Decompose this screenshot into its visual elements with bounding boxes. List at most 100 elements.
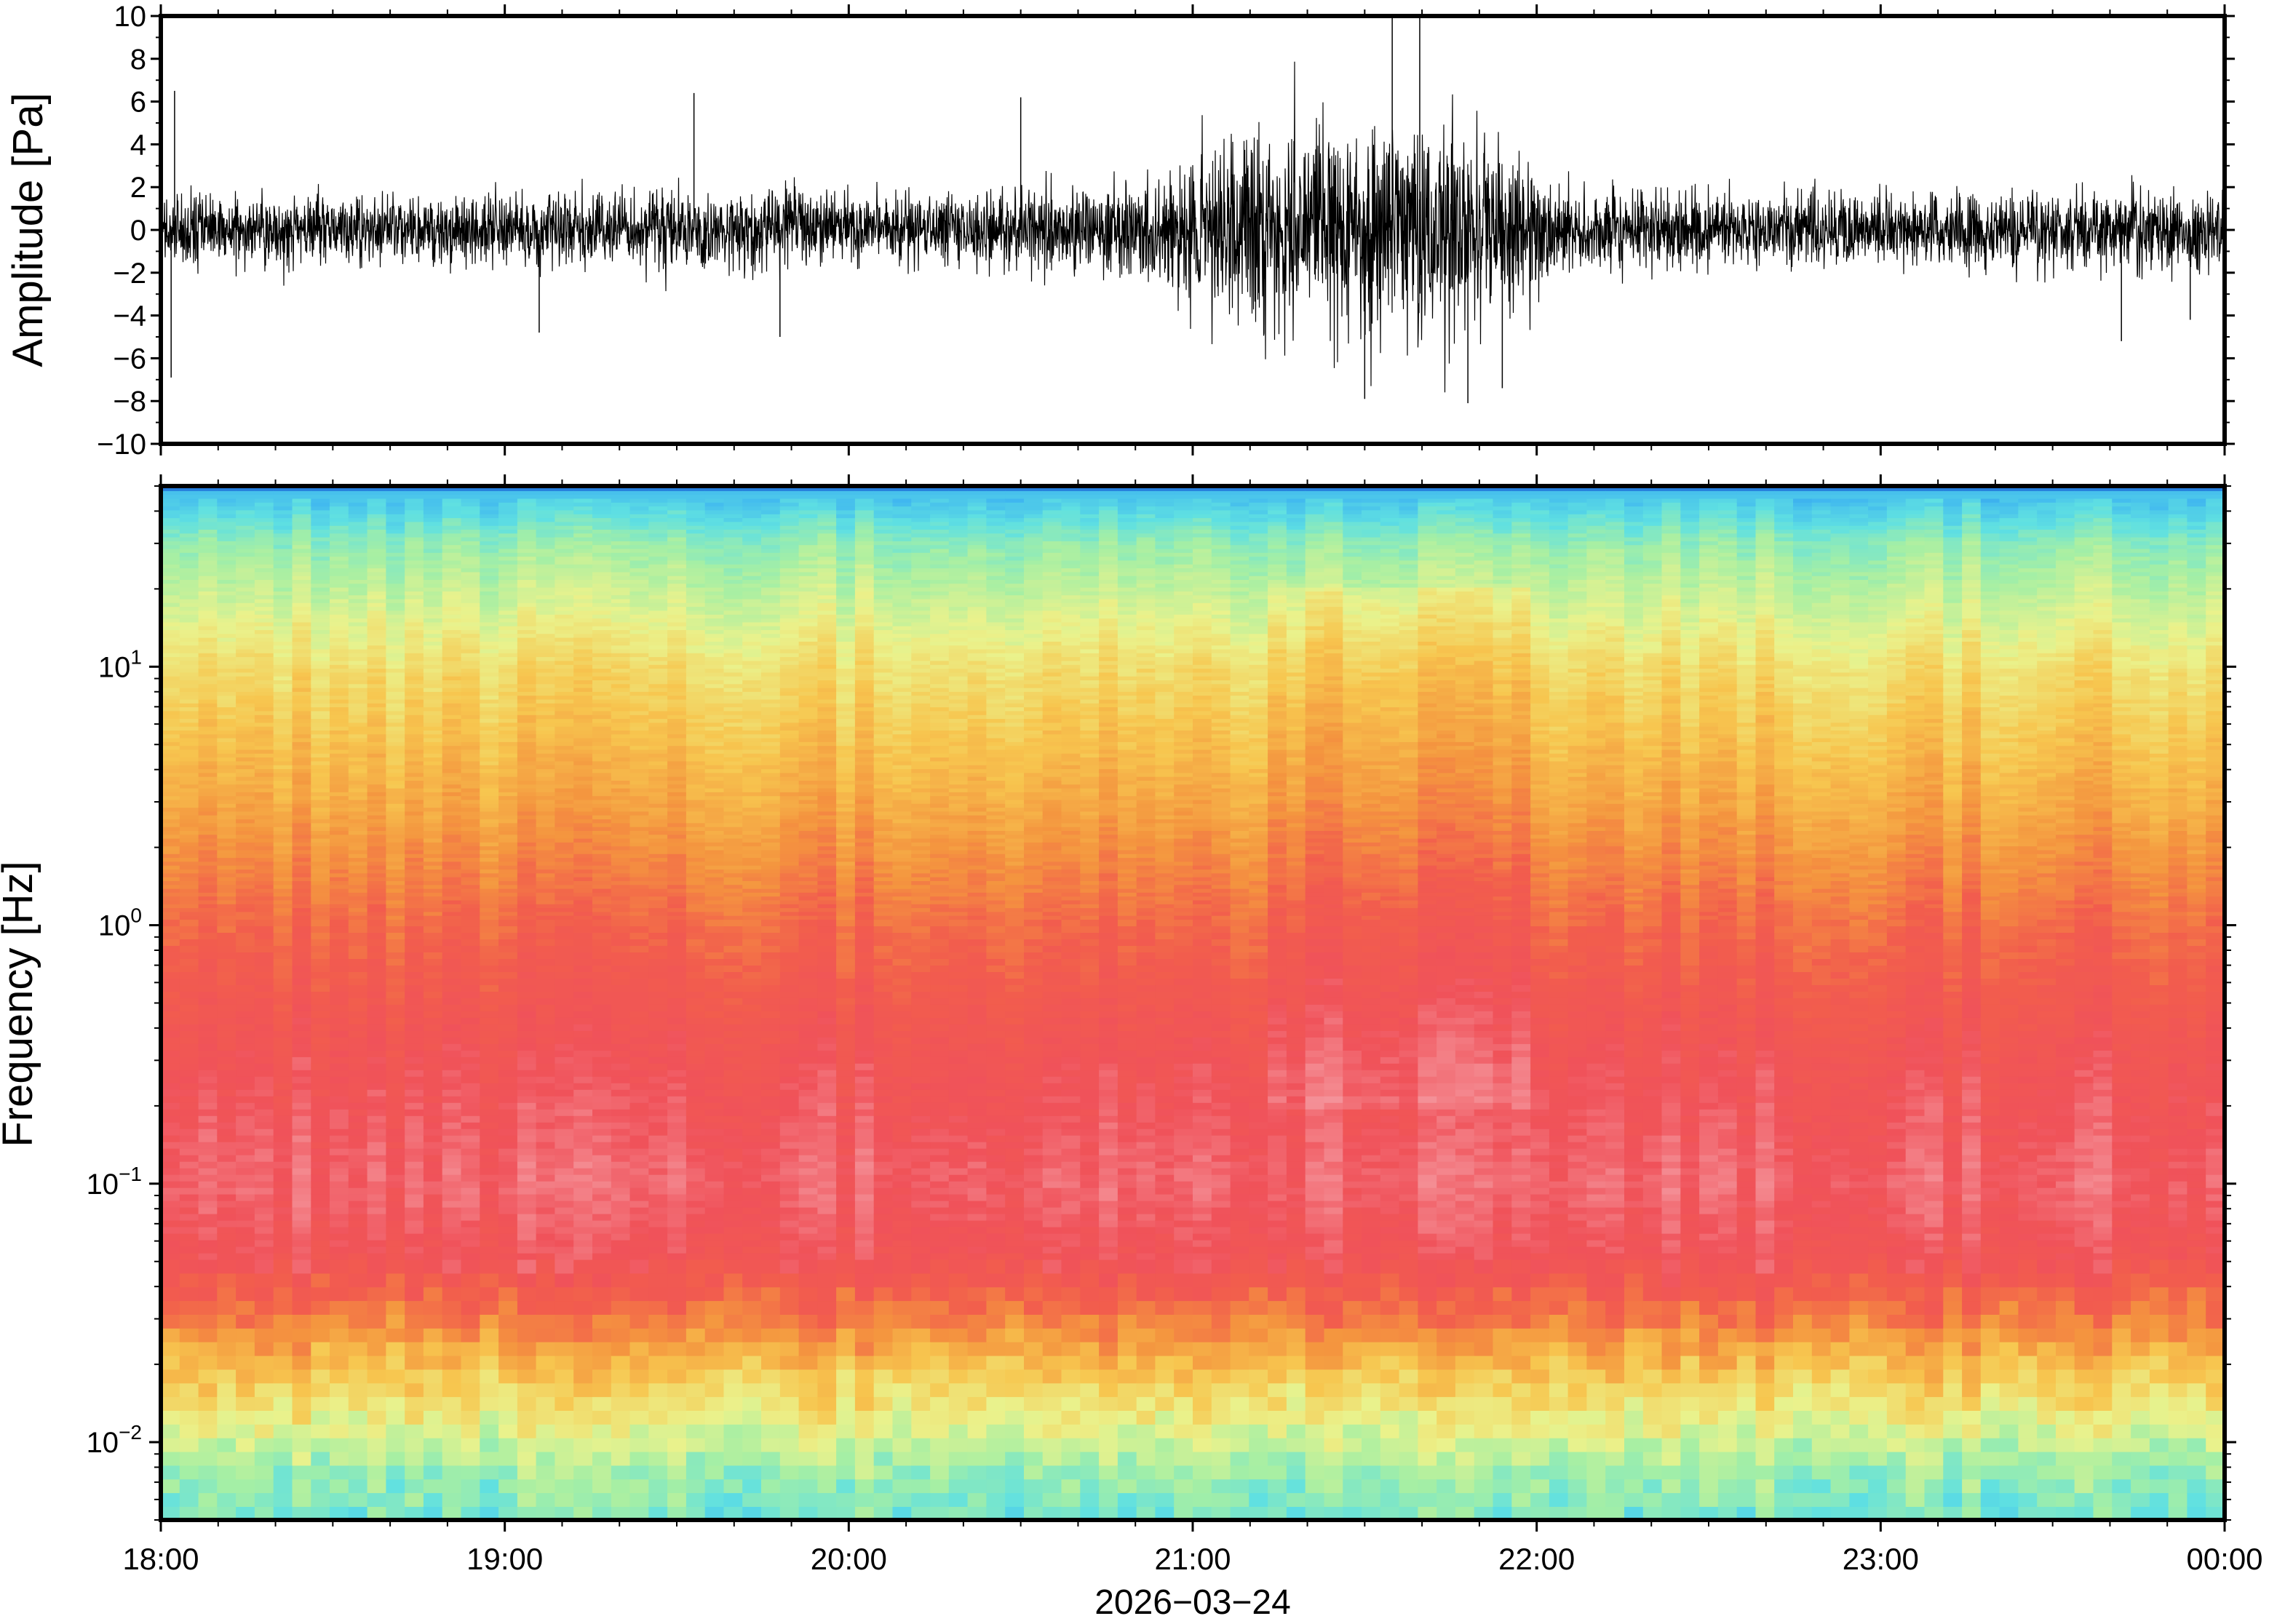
spectrogram-cell <box>555 1286 574 1302</box>
spectrogram-cell <box>498 830 518 835</box>
spectrogram-cell <box>629 1193 650 1201</box>
spectrogram-cell <box>573 583 593 588</box>
spectrogram-cell <box>573 710 593 715</box>
spectrogram-cell <box>461 998 481 1005</box>
spectrogram-cell <box>386 621 405 626</box>
spectrogram-cell <box>592 978 612 985</box>
spectrogram-cell <box>442 880 462 885</box>
spectrogram-cell <box>348 737 368 742</box>
spectrogram-cell <box>592 904 612 909</box>
amplitude-tick-label: −10 <box>97 429 146 461</box>
spectrogram-cell <box>292 1286 312 1302</box>
spectrogram-cell <box>498 660 518 665</box>
spectrogram-cell <box>555 1076 574 1083</box>
spectrogram-cell <box>254 1187 274 1195</box>
spectrogram-cell <box>292 965 312 972</box>
spectrogram-cell <box>573 695 593 700</box>
spectrogram-cell <box>330 768 349 773</box>
spectrogram-cell <box>648 1121 668 1129</box>
spectrogram-cell <box>254 811 274 816</box>
spectrogram-cell <box>254 907 274 912</box>
spectrogram-cell <box>573 586 593 592</box>
spectrogram-cell <box>273 978 293 985</box>
spectrogram-cell <box>536 575 556 580</box>
spectrogram-cell <box>330 780 349 785</box>
spectrogram-cell <box>517 1180 537 1188</box>
spectrogram-cell <box>273 1451 293 1466</box>
spectrogram-cell <box>648 1174 668 1182</box>
spectrogram-cell <box>648 1070 668 1077</box>
spectrogram-cell <box>405 529 424 534</box>
amplitude-tick-label: 2 <box>130 172 146 204</box>
spectrogram-cell <box>161 514 180 519</box>
spectrogram-cell <box>461 1004 481 1011</box>
spectrogram-cell <box>423 1161 443 1169</box>
spectrogram-cell <box>517 660 537 665</box>
spectrogram-cell <box>611 629 631 634</box>
spectrogram-cell <box>498 606 518 611</box>
spectrogram-cell <box>555 932 574 939</box>
spectrogram-cell <box>405 772 424 777</box>
spectrogram-cell <box>292 760 312 765</box>
spectrogram-cell <box>292 710 312 715</box>
spectrogram-cell <box>555 633 574 638</box>
spectrogram-cell <box>236 745 255 750</box>
spectrogram-cell <box>236 919 255 927</box>
spectrogram-cell <box>311 1147 330 1155</box>
spectrogram-cell <box>629 787 650 792</box>
spectrogram-cell <box>198 1213 218 1221</box>
spectrogram-cell <box>179 1167 199 1175</box>
spectrogram-cell <box>461 1154 481 1162</box>
spectrogram-cell <box>536 610 556 615</box>
spectrogram-cell <box>348 664 368 669</box>
spectrogram-cell <box>348 958 368 966</box>
spectrogram-cell <box>498 664 518 669</box>
spectrogram-cell <box>442 822 462 827</box>
spectrogram-cell <box>498 548 518 553</box>
spectrogram-cell <box>480 602 499 608</box>
spectrogram-cell <box>405 757 424 762</box>
spectrogram-cell <box>648 1341 668 1356</box>
spectrogram-cell <box>386 939 405 946</box>
spectrogram-cell <box>273 872 293 877</box>
spectrogram-cell <box>405 1328 424 1342</box>
spectrogram-cell <box>480 1259 499 1274</box>
spectrogram-cell <box>273 965 293 972</box>
spectrogram-cell <box>442 1328 462 1342</box>
spectrogram-cell <box>629 648 650 653</box>
spectrogram-cell <box>348 502 368 507</box>
spectrogram-cell <box>367 1056 387 1064</box>
amplitude-tick-label: 0 <box>130 215 146 247</box>
spectrogram-cell <box>386 845 405 851</box>
spectrogram-cell <box>254 1024 274 1031</box>
spectrogram-cell <box>629 541 650 546</box>
spectrogram-cell <box>179 614 199 619</box>
spectrogram-cell <box>573 872 593 877</box>
spectrogram-cell <box>161 945 180 952</box>
spectrogram-cell <box>367 899 387 904</box>
spectrogram-cell <box>348 541 368 546</box>
spectrogram-cell <box>592 1147 612 1155</box>
spectrogram-cell <box>311 861 330 866</box>
spectrogram-cell <box>611 1037 631 1044</box>
spectrogram-cell <box>161 571 180 576</box>
spectrogram-cell <box>330 568 349 573</box>
spectrogram-cell <box>517 958 537 966</box>
spectrogram-cell <box>498 675 518 680</box>
spectrogram-cell <box>217 984 237 992</box>
spectrogram-cell <box>517 787 537 792</box>
spectrogram-cell <box>517 1341 537 1356</box>
spectrogram-cell <box>311 971 330 979</box>
spectrogram-cell <box>161 780 180 785</box>
spectrogram-cell <box>405 571 424 576</box>
spectrogram-cell <box>386 1314 405 1329</box>
spectrogram-cell <box>254 768 274 773</box>
spectrogram-cell <box>367 772 387 777</box>
spectrogram-cell <box>367 579 387 584</box>
spectrogram-cell <box>498 807 518 812</box>
spectrogram-cell <box>573 1070 593 1077</box>
spectrogram-cell <box>536 1063 556 1070</box>
spectrogram-cell <box>254 645 274 650</box>
spectrogram-cell <box>629 1076 650 1083</box>
spectrogram-cell <box>592 899 612 904</box>
